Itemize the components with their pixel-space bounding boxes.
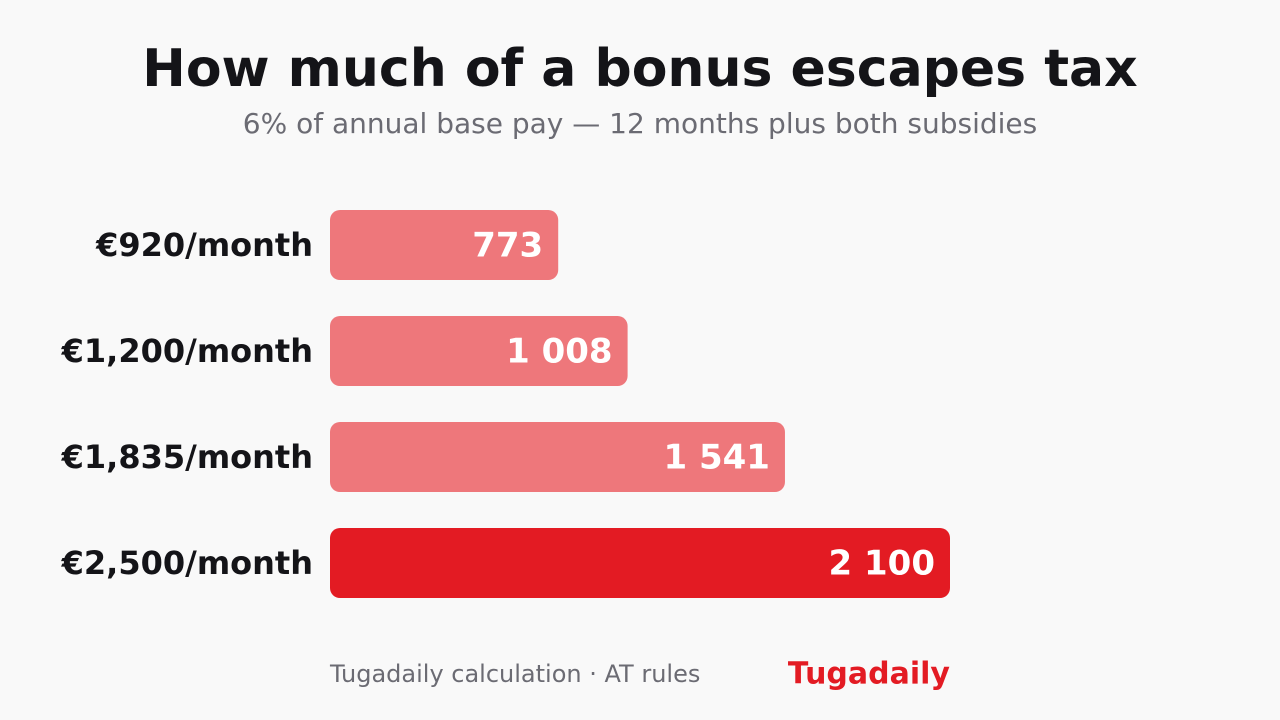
source: Tugadaily calculation · AT rules bbox=[329, 660, 700, 688]
value-label: 2 100 bbox=[829, 544, 935, 584]
y-tick-label: €1,200/month bbox=[61, 332, 313, 370]
bar bbox=[330, 422, 785, 492]
value-label: 773 bbox=[472, 226, 543, 266]
bar bbox=[330, 316, 628, 386]
y-tick-label: €2,500/month bbox=[61, 544, 313, 582]
brand: Tugadaily bbox=[788, 657, 951, 692]
bar bbox=[330, 528, 950, 598]
value-label: 1 008 bbox=[506, 332, 612, 372]
y-tick-label: €1,835/month bbox=[61, 438, 313, 476]
y-tick-label: €920/month bbox=[95, 226, 313, 264]
value-label: 1 541 bbox=[663, 438, 769, 478]
bar bbox=[330, 210, 559, 280]
chart-title: How much of a bonus escapes tax bbox=[142, 39, 1137, 99]
chart-subtitle: 6% of annual base pay — 12 months plus b… bbox=[243, 107, 1037, 140]
